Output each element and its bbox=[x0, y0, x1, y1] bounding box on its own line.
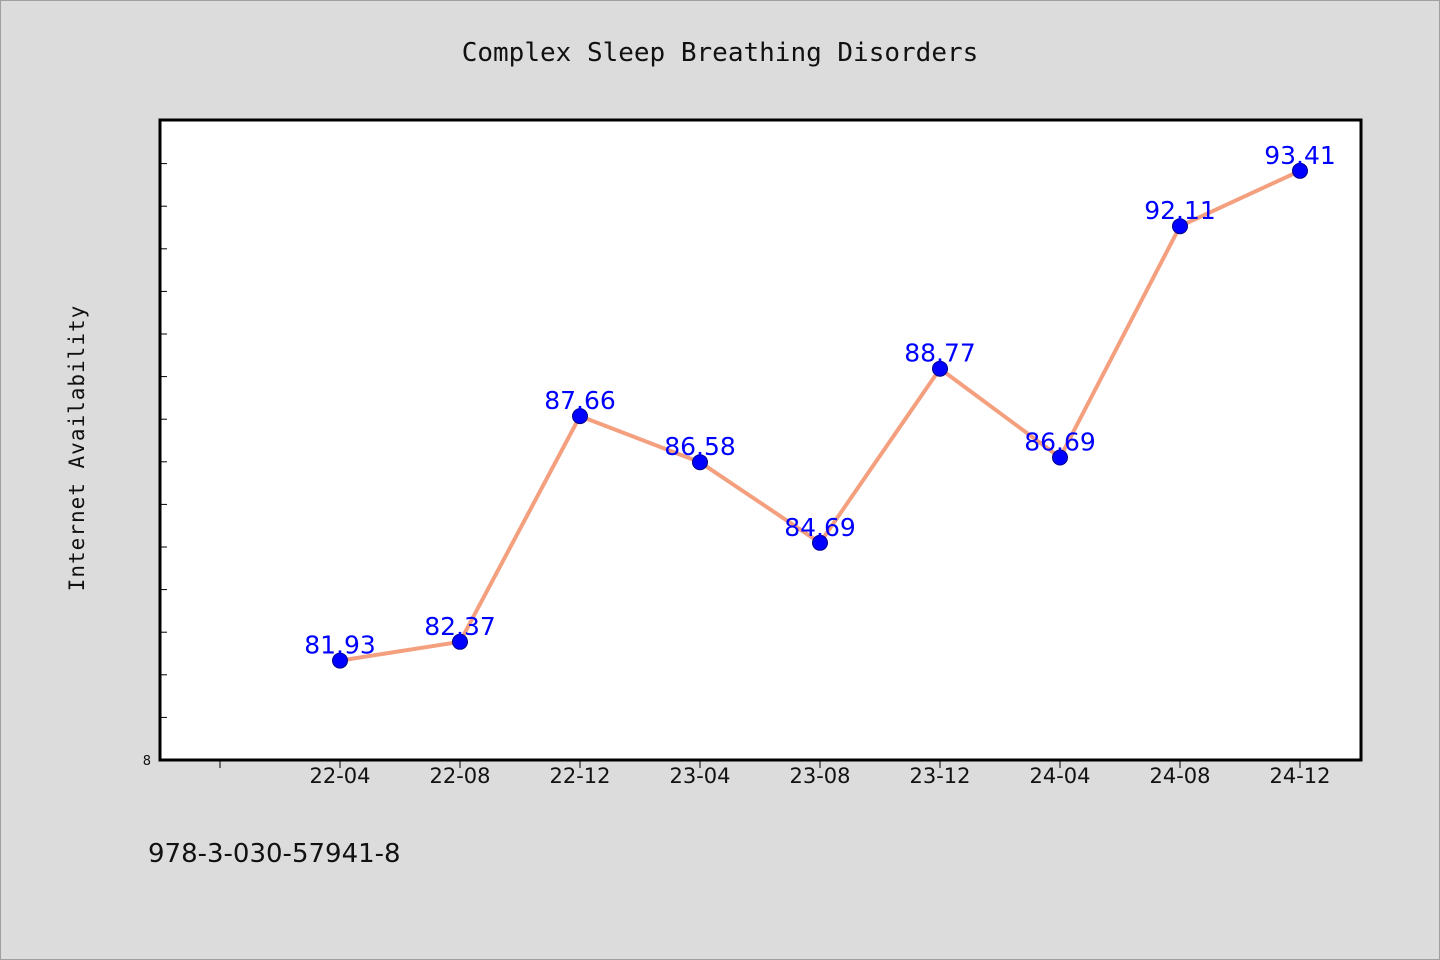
x-tick-label-22-04: 22-04 bbox=[309, 764, 370, 788]
y-tick-label: 8 bbox=[143, 754, 151, 769]
y-axis-label: Internet Availability bbox=[65, 305, 89, 592]
data-label-22-08: 82.37 bbox=[424, 612, 496, 641]
data-label-24-12: 93.41 bbox=[1264, 141, 1336, 170]
series-group bbox=[332, 162, 1308, 669]
data-labels: 81.93 82.37 87.66 86.58 84.69 88.77 86.69 92.11… bbox=[304, 141, 1336, 660]
data-point-22-12 bbox=[572, 408, 588, 425]
data-label-23-08: 84.69 bbox=[784, 513, 856, 542]
plot-area bbox=[158, 118, 1363, 762]
x-axis-ticks bbox=[219, 760, 1301, 768]
data-point-24-08 bbox=[1172, 218, 1188, 235]
x-tick-label-24-08: 24-08 bbox=[1149, 764, 1210, 788]
data-point-24-04 bbox=[1052, 449, 1068, 466]
data-point-22-04 bbox=[332, 652, 348, 669]
x-axis-tick-labels: 22-04 22-08 22-12 23-04 23-08 23-12 24-04 24-08… bbox=[309, 764, 1330, 788]
data-label-23-04: 86.58 bbox=[664, 432, 736, 461]
data-label-23-12: 88.77 bbox=[904, 339, 976, 368]
x-tick-label-24-04: 24-04 bbox=[1029, 764, 1090, 788]
x-tick-label-22-12: 22-12 bbox=[549, 764, 610, 788]
data-label-22-04: 81.93 bbox=[304, 631, 376, 660]
data-label-22-12: 87.66 bbox=[544, 386, 616, 415]
data-point-23-12 bbox=[932, 360, 948, 377]
y-axis-ticks bbox=[160, 163, 167, 718]
data-point-24-12 bbox=[1292, 162, 1308, 179]
x-tick-label-23-08: 23-08 bbox=[789, 764, 850, 788]
footer-isbn: 978-3-030-57941-8 bbox=[148, 839, 401, 869]
data-label-24-04: 86.69 bbox=[1024, 428, 1096, 457]
data-point-22-08 bbox=[452, 633, 468, 650]
x-tick-label-23-04: 23-04 bbox=[669, 764, 730, 788]
data-point-23-04 bbox=[692, 454, 708, 471]
x-tick-label-22-08: 22-08 bbox=[429, 764, 490, 788]
data-point-23-08 bbox=[812, 534, 828, 551]
x-tick-label-24-12: 24-12 bbox=[1269, 764, 1330, 788]
chart-title: Complex Sleep Breathing Disorders bbox=[462, 38, 979, 68]
x-tick-label-23-12: 23-12 bbox=[909, 764, 970, 788]
data-label-24-08: 92.11 bbox=[1144, 196, 1216, 225]
